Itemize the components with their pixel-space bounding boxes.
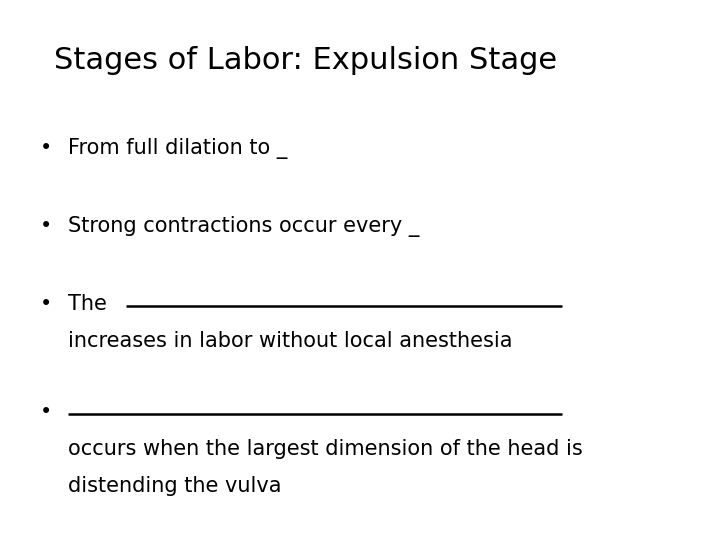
Text: The: The (68, 294, 107, 314)
Text: distending the vulva: distending the vulva (68, 476, 282, 496)
Text: •: • (40, 216, 52, 236)
Text: •: • (40, 294, 52, 314)
Text: occurs when the largest dimension of the head is: occurs when the largest dimension of the… (68, 439, 583, 459)
Text: increases in labor without local anesthesia: increases in labor without local anesthe… (68, 331, 513, 351)
Text: Stages of Labor: Expulsion Stage: Stages of Labor: Expulsion Stage (54, 46, 557, 75)
Text: •: • (40, 138, 52, 158)
Text: Strong contractions occur every _: Strong contractions occur every _ (68, 216, 420, 237)
Text: From full dilation to _: From full dilation to _ (68, 138, 288, 159)
Text: •: • (40, 402, 52, 422)
